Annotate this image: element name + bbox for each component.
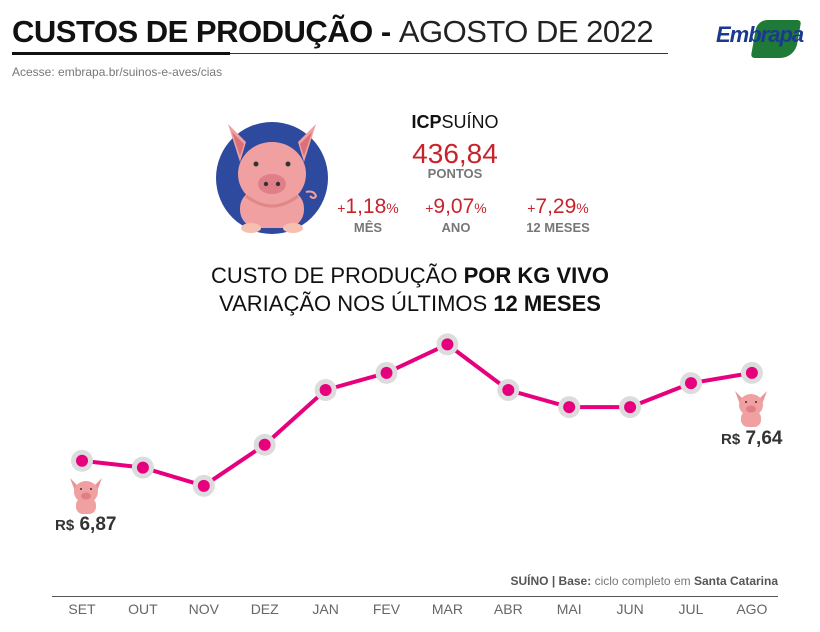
- x-tick-mar: MAR: [431, 601, 463, 617]
- x-tick-out: OUT: [128, 601, 158, 617]
- variation-year-label: ANO: [441, 220, 471, 235]
- variation-12months-label: 12 MESES: [526, 220, 590, 235]
- chart-footnote: SUÍNO | Base: ciclo completo em Santa Ca…: [510, 574, 778, 588]
- x-tick-jun: JUN: [616, 601, 644, 617]
- x-axis-line: [52, 596, 778, 597]
- pig-icon-start: [70, 478, 102, 514]
- icp-value: 436,84: [412, 138, 498, 169]
- data-point-out: [131, 456, 154, 479]
- x-tick-mai: MAI: [556, 601, 582, 617]
- data-point-mar: [436, 333, 459, 356]
- page-title: CUSTOS DE PRODUÇÃO - AGOSTO DE 2022: [12, 14, 654, 50]
- data-point-fev: [375, 361, 398, 384]
- data-point-ago: [740, 361, 763, 384]
- title-date: AGOSTO DE 2022: [398, 14, 654, 49]
- x-tick-ago: AGO: [736, 601, 768, 617]
- embrapa-logo: Embrapa: [716, 18, 812, 58]
- data-point-jan: [314, 379, 337, 402]
- data-point-jun: [619, 396, 642, 419]
- variation-month-label: MÊS: [353, 220, 383, 235]
- title-underline-thin: [230, 53, 668, 54]
- x-tick-dez: DEZ: [250, 601, 279, 617]
- data-point-jul: [680, 372, 702, 395]
- icp-unit: PONTOS: [427, 166, 483, 181]
- source-url: Acesse: embrapa.br/suinos-e-aves/cias: [12, 65, 223, 79]
- end-value-label: R$ 7,64: [721, 428, 783, 449]
- x-tick-fev: FEV: [372, 601, 401, 617]
- x-tick-jan: JAN: [312, 601, 339, 617]
- data-point-dez: [253, 433, 276, 456]
- title-underline-thick: [12, 52, 230, 55]
- start-value-label: R$ 6,87: [55, 514, 117, 535]
- data-point-nov: [192, 474, 215, 497]
- pig-circle-icon: [216, 122, 328, 234]
- data-point-abr: [497, 379, 520, 402]
- pig-icon-end: [735, 391, 767, 427]
- icp-label: ICPSUÍNO: [411, 112, 499, 132]
- series-line: [81, 342, 753, 489]
- variation-year: +9,07%: [425, 195, 487, 218]
- variation-12months: +7,29%: [527, 195, 589, 218]
- x-tick-set: SET: [68, 601, 96, 617]
- variation-month: +1,18%: [337, 195, 399, 218]
- title-bold: CUSTOS DE PRODUÇÃO -: [12, 14, 391, 49]
- chart-title: CUSTO DE PRODUÇÃO POR KG VIVO: [210, 263, 610, 288]
- x-tick-jul: JUL: [678, 601, 704, 617]
- chart-subtitle: VARIAÇÃO NOS ÚLTIMOS 12 MESES: [219, 291, 601, 316]
- data-point-set: [71, 449, 93, 472]
- data-point-mai: [558, 396, 581, 419]
- x-tick-nov: NOV: [188, 601, 219, 617]
- x-tick-abr: ABR: [493, 601, 523, 617]
